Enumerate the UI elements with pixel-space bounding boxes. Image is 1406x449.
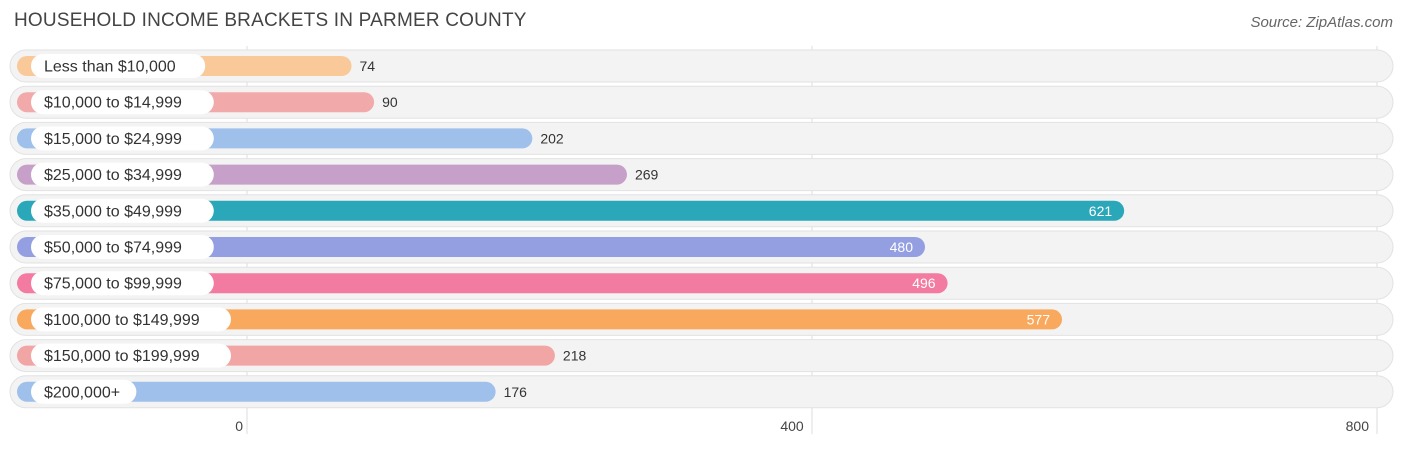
value-label: 90 [382, 94, 398, 110]
bar [17, 309, 1063, 330]
category-pill [31, 307, 231, 332]
bar [17, 237, 925, 257]
bar-row: $10,000 to $14,999 90 [9, 85, 1394, 119]
bar-row: $35,000 to $49,999 621 [9, 194, 1394, 228]
ticks-layer: 0 400 800 [235, 418, 1369, 434]
category-label: $150,000 to $199,999 [44, 348, 200, 365]
bar-row: $25,000 to $34,999 269 [9, 158, 1394, 192]
category-pill [31, 198, 214, 223]
category-pill [31, 54, 206, 78]
category-pill [31, 379, 137, 404]
bar-track [9, 49, 1394, 83]
category-pill [31, 235, 214, 259]
category-label: $50,000 to $74,999 [44, 240, 182, 257]
category-pill [31, 271, 214, 296]
bar-row: $100,000 to $149,999 577 [9, 302, 1394, 336]
tick-label: 800 [1346, 418, 1370, 434]
category-pill [31, 162, 214, 187]
bar-row: Less than $10,000 74 [9, 49, 1394, 83]
category-pill [31, 126, 214, 151]
bar [17, 273, 948, 294]
category-label: $100,000 to $149,999 [44, 312, 200, 329]
value-label: 480 [890, 239, 914, 255]
category-label: $10,000 to $14,999 [44, 95, 182, 112]
source-label: Source: ZipAtlas.com [1250, 14, 1393, 31]
tick-label: 400 [780, 418, 804, 434]
value-label: 269 [635, 167, 659, 183]
bar [17, 200, 1125, 221]
bar-row: $15,000 to $24,999 202 [9, 121, 1394, 155]
bar-row: $75,000 to $99,999 496 [9, 266, 1394, 300]
rows-layer: Less than $10,000 74$10,000 to $14,999 90$… [9, 49, 1394, 409]
category-label: $200,000+ [44, 384, 120, 401]
value-label: 577 [1027, 311, 1051, 327]
tick-label: 0 [235, 418, 243, 434]
category-label: $25,000 to $34,999 [44, 167, 182, 184]
value-label: 74 [360, 58, 376, 74]
category-pill [31, 90, 214, 115]
value-label: 621 [1089, 203, 1113, 219]
bar-row: $150,000 to $199,999 218 [9, 339, 1394, 373]
bar-row: $200,000+ 176 [9, 375, 1394, 409]
bar [17, 381, 496, 402]
category-label: Less than $10,000 [44, 59, 176, 76]
value-label: 202 [540, 130, 564, 146]
value-label: 176 [504, 384, 528, 400]
category-label: $15,000 to $24,999 [44, 131, 182, 148]
category-pill [31, 343, 231, 368]
category-label: $75,000 to $99,999 [44, 276, 182, 293]
category-label: $35,000 to $49,999 [44, 203, 182, 220]
value-label: 218 [563, 348, 587, 364]
value-label: 496 [912, 275, 936, 291]
bar-row: $50,000 to $74,999 480 [9, 230, 1394, 264]
chart-title: HOUSEHOLD INCOME BRACKETS IN PARMER COUN… [14, 10, 527, 31]
